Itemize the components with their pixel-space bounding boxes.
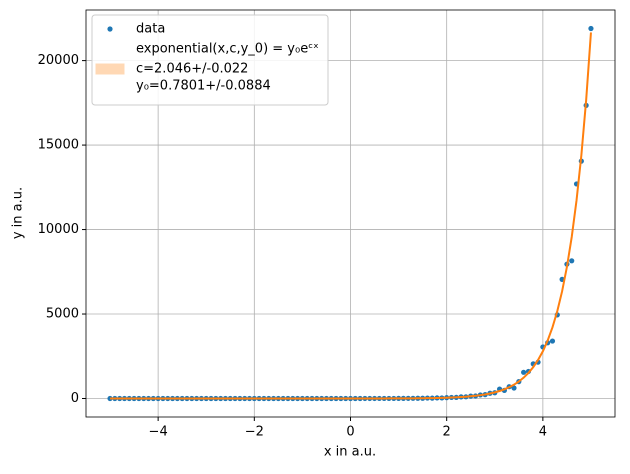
- x-tick-label: 0: [346, 425, 354, 440]
- legend-label: data: [136, 22, 165, 37]
- legend-marker: [95, 63, 125, 75]
- legend-marker: [107, 26, 113, 32]
- x-tick-label: −4: [149, 425, 168, 440]
- data-point: [549, 338, 556, 344]
- x-tick-label: 4: [539, 425, 547, 440]
- data-point: [511, 385, 517, 391]
- fit-line: [110, 32, 592, 400]
- legend-annotation: c=2.046+/-0.022: [136, 62, 248, 77]
- y-tick-label: 5000: [46, 307, 79, 322]
- plot-frame: [85, 9, 616, 418]
- legend-box: [91, 14, 329, 106]
- data-point: [521, 369, 527, 375]
- x-tick-label: 2: [443, 425, 451, 440]
- x-tick-label: −2: [245, 425, 264, 440]
- y-tick-label: 0: [71, 391, 79, 406]
- y-tick-label: 20000: [38, 53, 79, 68]
- y-tick-label: 15000: [38, 138, 79, 153]
- y-tick-label: 10000: [38, 222, 79, 237]
- data-point: [588, 25, 594, 32]
- data-point: [569, 258, 575, 264]
- legend-annotation: y₀=0.7801+/-0.0884: [136, 79, 271, 94]
- x-axis-label: x in a.u.: [324, 445, 376, 460]
- y-axis-label: y in a.u.: [11, 187, 26, 239]
- legend-label: exponential(x,c,y_0) = y₀eᶜˣ: [136, 42, 319, 57]
